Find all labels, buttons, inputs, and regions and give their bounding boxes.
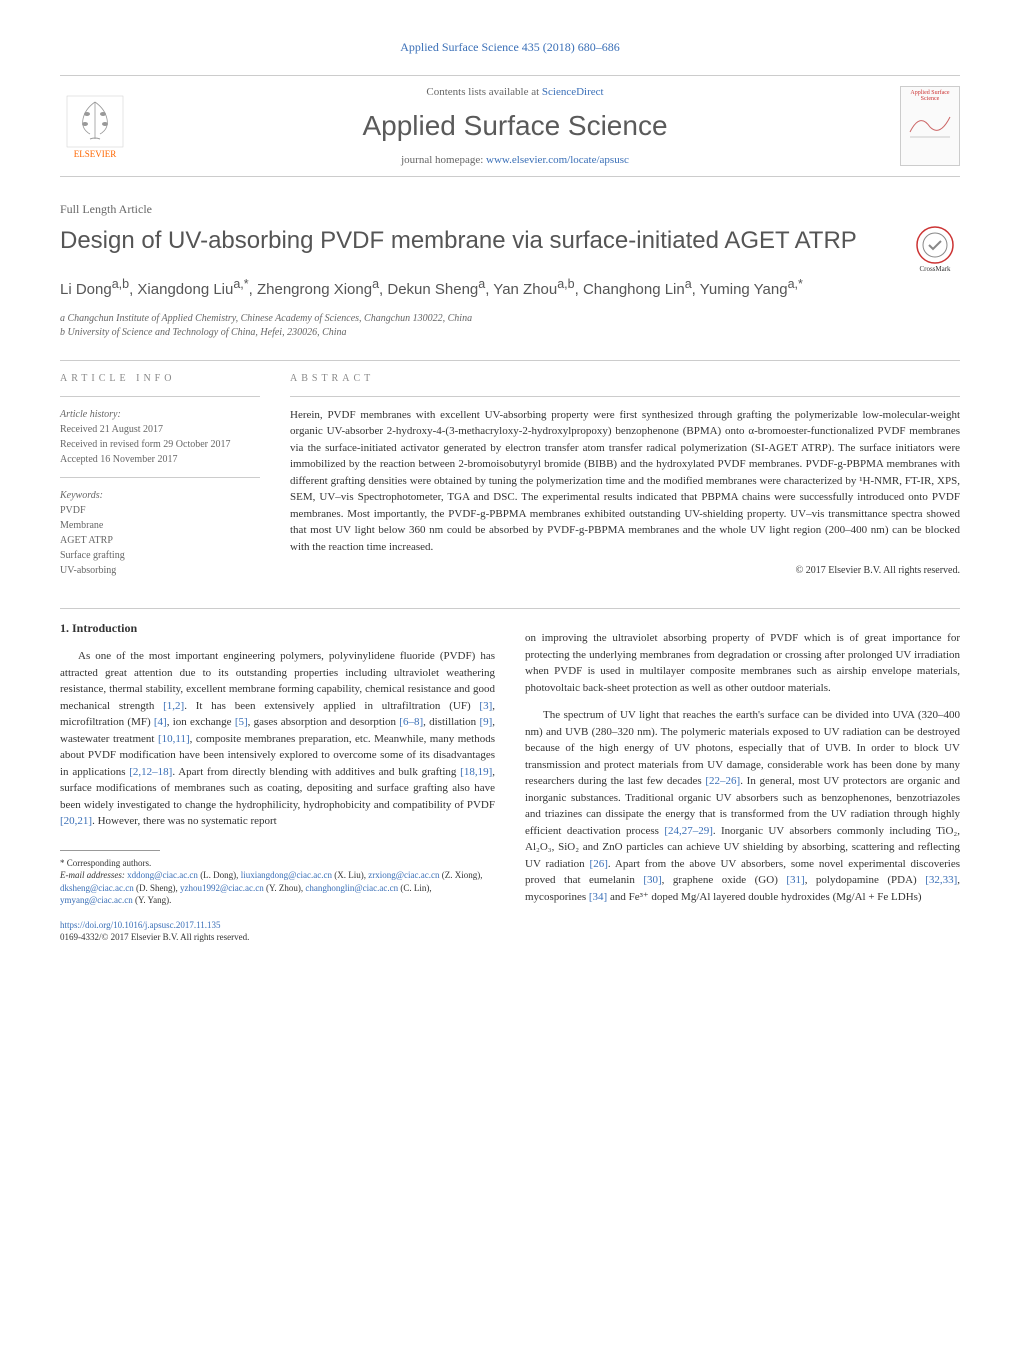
divider xyxy=(60,360,960,361)
abstract-copyright: © 2017 Elsevier B.V. All rights reserved… xyxy=(290,563,960,578)
body-col-left: 1. Introduction As one of the most impor… xyxy=(60,619,495,944)
affiliation-b: b University of Science and Technology o… xyxy=(60,326,960,340)
corresponding-note: * Corresponding authors. xyxy=(60,857,495,870)
keyword: UV-absorbing xyxy=(60,563,260,578)
body-para: As one of the most important engineering… xyxy=(60,648,495,830)
crossmark-label: CrossMark xyxy=(919,265,950,273)
abstract-label: ABSTRACT xyxy=(290,371,960,386)
journal-cover-thumb: Applied Surface Science xyxy=(900,86,960,166)
journal-homepage: journal homepage: www.elsevier.com/locat… xyxy=(130,154,900,166)
authors: Li Donga,b, Xiangdong Liua,*, Zhengrong … xyxy=(60,275,960,302)
body-para: The spectrum of UV light that reaches th… xyxy=(525,707,960,905)
homepage-link[interactable]: www.elsevier.com/locate/apsusc xyxy=(486,154,629,166)
crossmark-icon xyxy=(915,225,955,265)
footnotes: * Corresponding authors. E-mail addresse… xyxy=(60,857,495,907)
elsevier-logo: ELSEVIER xyxy=(60,86,130,166)
abstract-text: Herein, PVDF membranes with excellent UV… xyxy=(290,407,960,556)
journal-title: Applied Surface Science xyxy=(130,110,900,142)
email-label: E-mail addresses: xyxy=(60,870,125,880)
abstract: ABSTRACT Herein, PVDF membranes with exc… xyxy=(290,371,960,579)
article-title: Design of UV-absorbing PVDF membrane via… xyxy=(60,225,890,256)
affiliation-a: a Changchun Institute of Applied Chemist… xyxy=(60,312,960,326)
history-line: Received 21 August 2017 xyxy=(60,422,260,437)
section-heading: 1. Introduction xyxy=(60,619,495,637)
cover-thumb-title: Applied Surface Science xyxy=(904,90,956,102)
elsevier-label: ELSEVIER xyxy=(74,149,117,159)
article-type: Full Length Article xyxy=(60,202,960,217)
keyword: PVDF xyxy=(60,503,260,518)
doi-block: https://doi.org/10.1016/j.apsusc.2017.11… xyxy=(60,919,495,944)
affiliations: a Changchun Institute of Applied Chemist… xyxy=(60,312,960,340)
keyword: Membrane xyxy=(60,518,260,533)
header-link[interactable]: Applied Surface Science 435 (2018) 680–6… xyxy=(400,40,620,54)
crossmark-badge[interactable]: CrossMark xyxy=(910,225,960,275)
contents-line: Contents lists available at ScienceDirec… xyxy=(130,86,900,98)
keyword: AGET ATRP xyxy=(60,533,260,548)
running-header: Applied Surface Science 435 (2018) 680–6… xyxy=(60,40,960,55)
journal-header-box: ELSEVIER Contents lists available at Sci… xyxy=(60,75,960,177)
issn-line: 0169-4332/© 2017 Elsevier B.V. All right… xyxy=(60,932,249,942)
sciencedirect-link[interactable]: ScienceDirect xyxy=(542,86,604,98)
journal-center: Contents lists available at ScienceDirec… xyxy=(130,86,900,166)
cover-thumb-graphic xyxy=(905,102,955,142)
divider xyxy=(60,608,960,609)
body-col-right: on improving the ultraviolet absorbing p… xyxy=(525,619,960,944)
body-para: on improving the ultraviolet absorbing p… xyxy=(525,630,960,696)
doi-link[interactable]: https://doi.org/10.1016/j.apsusc.2017.11… xyxy=(60,920,221,930)
footnote-divider xyxy=(60,850,160,851)
body: 1. Introduction As one of the most impor… xyxy=(60,619,960,944)
elsevier-tree-icon xyxy=(65,94,125,149)
article-info: ARTICLE INFO Article history: Received 2… xyxy=(60,371,260,579)
emails: E-mail addresses: xddong@ciac.ac.cn (L. … xyxy=(60,869,495,907)
article-info-label: ARTICLE INFO xyxy=(60,371,260,386)
history-head: Article history: xyxy=(60,407,260,422)
keyword: Surface grafting xyxy=(60,548,260,563)
history-line: Received in revised form 29 October 2017 xyxy=(60,437,260,452)
keywords-head: Keywords: xyxy=(60,488,260,503)
history-line: Accepted 16 November 2017 xyxy=(60,452,260,467)
